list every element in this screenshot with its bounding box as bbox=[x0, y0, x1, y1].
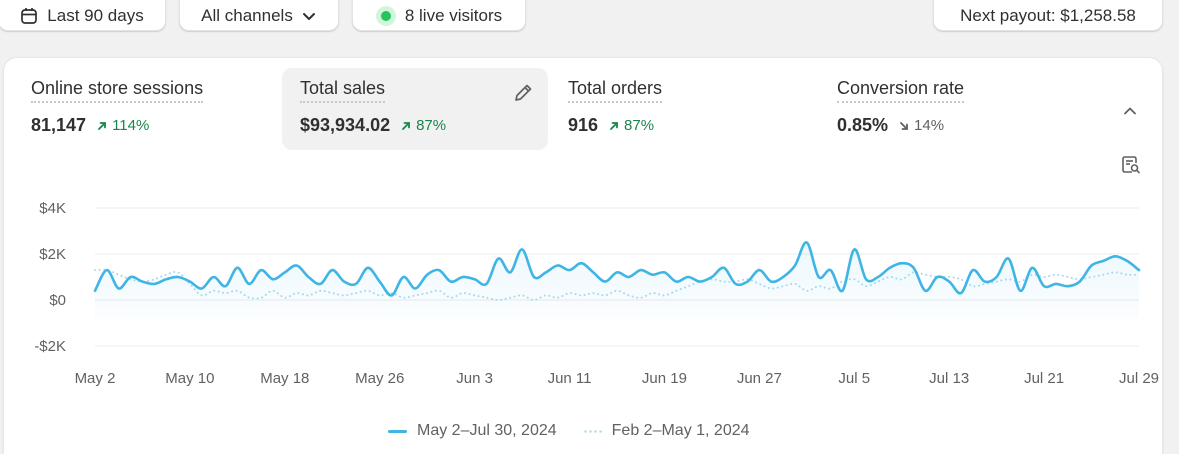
x-tick-label: Jul 5 bbox=[838, 370, 870, 387]
next-payout-label: Next payout: $1,258.58 bbox=[960, 5, 1136, 25]
arrow-down-right-icon bbox=[900, 121, 908, 130]
legend-current-swatch bbox=[388, 429, 407, 433]
collapse-chevron-up-icon[interactable] bbox=[1117, 98, 1143, 124]
metric-label: Total sales bbox=[300, 78, 386, 103]
calendar-icon bbox=[21, 7, 38, 24]
metric-total-orders[interactable]: Total orders 916 87% bbox=[556, 68, 806, 150]
metric-change: 114% bbox=[96, 117, 149, 134]
metric-value: 916 bbox=[568, 115, 599, 135]
metric-conversion-rate[interactable]: Conversion rate 0.85% 14% bbox=[825, 68, 1075, 150]
current-series-area bbox=[95, 242, 1139, 319]
current-series-line bbox=[93, 241, 1141, 297]
arrow-up-right-icon bbox=[98, 121, 106, 130]
date-range-button[interactable]: Last 90 days bbox=[0, 0, 166, 31]
metric-change-value: 87% bbox=[416, 117, 447, 134]
x-tick-label: Jun 27 bbox=[737, 370, 782, 387]
metric-change-value: 14% bbox=[914, 117, 945, 134]
metric-label: Total orders bbox=[568, 78, 663, 103]
previous-series-line bbox=[94, 268, 1140, 302]
metric-value: 0.85% bbox=[837, 115, 889, 135]
metric-change-value: 114% bbox=[112, 117, 150, 134]
report-search-icon[interactable] bbox=[1118, 152, 1144, 178]
y-tick-label: $0 bbox=[49, 292, 66, 309]
x-tick-label: May 26 bbox=[355, 370, 404, 387]
arrow-up-right-icon bbox=[402, 121, 410, 130]
x-tick-label: Jun 19 bbox=[642, 370, 687, 387]
chevron-down-icon bbox=[302, 12, 315, 20]
live-indicator-icon bbox=[375, 5, 396, 26]
metric-change: 87% bbox=[608, 117, 654, 134]
metric-change-value: 87% bbox=[624, 117, 655, 134]
legend-previous-swatch bbox=[582, 429, 602, 433]
chart-legend: May 2–Jul 30, 2024 Feb 2–May 1, 2024 bbox=[388, 422, 750, 440]
x-tick-label: Jun 11 bbox=[548, 370, 592, 387]
metric-label: Online store sessions bbox=[31, 78, 204, 103]
y-tick-label: -$2K bbox=[34, 338, 66, 355]
legend-previous-label: Feb 2–May 1, 2024 bbox=[611, 422, 750, 439]
metric-online-store-sessions[interactable]: Online store sessions 81,147 114% bbox=[18, 68, 268, 150]
live-visitors-button[interactable]: 8 live visitors bbox=[352, 0, 526, 31]
live-visitors-label: 8 live visitors bbox=[404, 5, 503, 25]
x-tick-label: May 10 bbox=[165, 370, 214, 387]
channels-label: All channels bbox=[201, 5, 293, 25]
x-tick-label: Jun 3 bbox=[456, 370, 493, 387]
metric-change: 14% bbox=[898, 117, 944, 134]
metric-label: Conversion rate bbox=[837, 78, 965, 103]
channels-dropdown[interactable]: All channels bbox=[179, 0, 339, 31]
x-tick-label: May 2 bbox=[75, 370, 116, 387]
metric-value: 81,147 bbox=[31, 115, 87, 135]
x-tick-label: Jul 21 bbox=[1024, 370, 1064, 387]
metric-value: $93,934.02 bbox=[300, 115, 391, 135]
y-tick-label: $2K bbox=[39, 246, 66, 263]
legend-current-label: May 2–Jul 30, 2024 bbox=[417, 422, 557, 439]
x-tick-label: May 18 bbox=[260, 370, 309, 387]
date-range-label: Last 90 days bbox=[47, 5, 144, 25]
edit-pencil-icon[interactable] bbox=[510, 80, 536, 106]
arrow-up-right-icon bbox=[610, 121, 618, 130]
analytics-card: Online store sessions 81,147 114% Total … bbox=[3, 57, 1163, 454]
x-tick-label: Jul 13 bbox=[929, 370, 969, 387]
metric-total-sales[interactable]: Total sales $93,934.02 87% bbox=[282, 68, 548, 150]
y-tick-label: $4K bbox=[39, 200, 66, 217]
next-payout-button[interactable]: Next payout: $1,258.58 bbox=[933, 0, 1163, 31]
metric-change: 87% bbox=[400, 117, 446, 134]
x-tick-label: Jul 29 bbox=[1119, 370, 1159, 387]
